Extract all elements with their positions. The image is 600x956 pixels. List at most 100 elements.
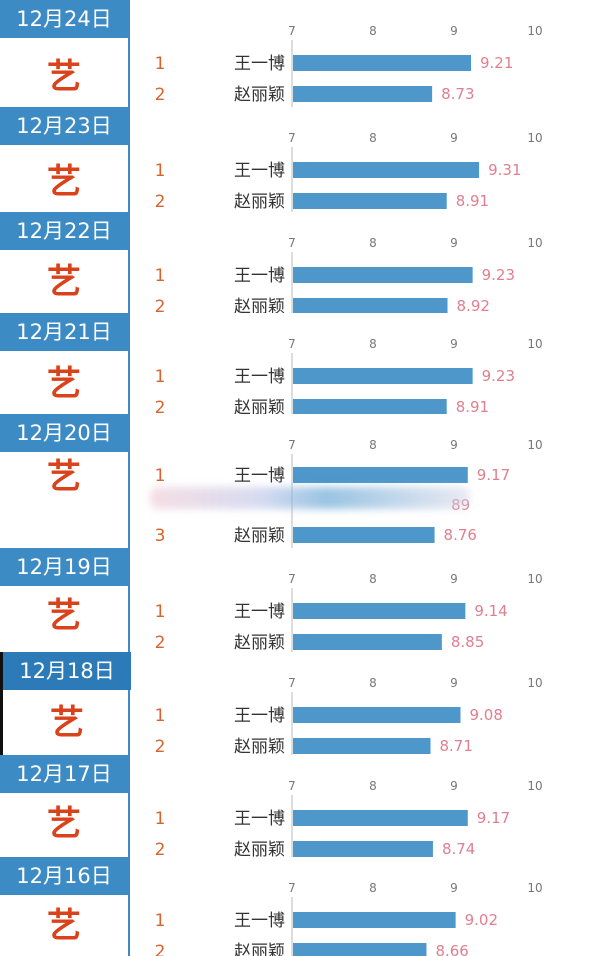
bar-chart: 7 8 9 10 1 王一博 9.14 2 赵丽颖 8.85 xyxy=(155,572,543,652)
name-label: 王一博 xyxy=(234,266,285,286)
rank-number: 2 xyxy=(155,297,166,313)
date-tab: 12月23日 xyxy=(0,107,128,145)
value-label: 9.31 xyxy=(488,161,521,179)
rank-number: 1 xyxy=(155,706,166,726)
x-tick-label: 8 xyxy=(369,572,377,586)
x-tick-label: 9 xyxy=(450,779,458,793)
x-tick-label: 8 xyxy=(369,337,377,351)
name-label: 王一博 xyxy=(234,809,285,829)
date-tab: 12月18日 xyxy=(3,652,131,690)
chart-panel: 12月17日艺 7 8 9 10 1 王一博 9.17 2 赵丽颖 8.74 xyxy=(0,755,600,857)
bar xyxy=(293,467,468,483)
chart-panel: 12月18日艺 7 8 9 10 1 王一博 9.08 2 赵丽颖 8.71 xyxy=(0,652,600,755)
value-label: 9.17 xyxy=(477,466,510,484)
value-label: 9.02 xyxy=(465,911,498,929)
category-label: 艺 xyxy=(47,162,81,202)
x-tick-label: 8 xyxy=(369,676,377,690)
name-label: 王一博 xyxy=(234,161,285,181)
bar xyxy=(293,707,461,723)
value-label: 9.23 xyxy=(482,266,515,284)
rank-number: 1 xyxy=(155,266,166,286)
x-tick-label: 7 xyxy=(288,337,296,351)
x-tick-label: 9 xyxy=(450,881,458,895)
x-tick-label: 10 xyxy=(527,572,542,586)
rank-number: 2 xyxy=(155,942,166,956)
rank-number: 3 xyxy=(155,526,166,546)
name-label: 赵丽颖 xyxy=(234,297,285,313)
bar xyxy=(293,810,468,826)
bar-chart: 7 8 9 10 1 王一博 9.31 2 赵丽颖 8.91 xyxy=(155,131,543,212)
bar xyxy=(293,267,473,283)
x-tick-label: 7 xyxy=(288,572,296,586)
value-label: 8.76 xyxy=(444,526,477,544)
x-tick-label: 7 xyxy=(288,236,296,250)
x-tick-label: 10 xyxy=(527,236,542,250)
bar xyxy=(293,912,456,928)
bar-chart: 7 8 9 10 1 王一博 9.21 2 赵丽颖 8.73 xyxy=(155,24,543,107)
category-label: 艺 xyxy=(47,57,81,97)
rank-number: 2 xyxy=(155,840,166,857)
value-label: 8.71 xyxy=(440,737,473,755)
name-label: 赵丽颖 xyxy=(234,192,285,212)
value-label: 8.74 xyxy=(442,840,475,857)
x-tick-label: 9 xyxy=(450,131,458,145)
chart-panel: 12月21日艺 7 8 9 10 1 王一博 9.23 2 赵丽颖 8.91 xyxy=(0,313,600,414)
value-label: 9.14 xyxy=(474,602,507,620)
x-tick-label: 9 xyxy=(450,676,458,690)
date-tab: 12月20日 xyxy=(0,414,128,452)
category-label: 艺 xyxy=(50,703,84,743)
value-label: 8.92 xyxy=(457,297,490,313)
rank-number: 1 xyxy=(155,602,166,622)
name-label: 赵丽颖 xyxy=(234,633,285,652)
bar xyxy=(293,162,480,178)
panel-side: 12月17日艺 xyxy=(0,755,130,857)
name-label: 王一博 xyxy=(234,54,285,74)
bar xyxy=(293,634,442,650)
chart-panel: 12月24日艺 7 8 9 10 1 王一博 9.21 2 赵丽颖 8.73 xyxy=(0,0,600,107)
bar xyxy=(293,399,447,414)
panel-side: 12月21日艺 xyxy=(0,313,130,414)
bar xyxy=(293,943,427,956)
rank-number: 2 xyxy=(155,737,166,755)
x-tick-label: 8 xyxy=(369,438,377,452)
date-tab: 12月16日 xyxy=(0,857,128,895)
value-label: 8.73 xyxy=(441,85,474,103)
name-label: 王一博 xyxy=(234,911,285,931)
panel-side: 12月19日艺 xyxy=(0,548,130,652)
bar xyxy=(293,841,433,857)
chart-panel: 12月22日艺 7 8 9 10 1 王一博 9.23 2 赵丽颖 8.92 xyxy=(0,212,600,313)
x-tick-label: 9 xyxy=(450,572,458,586)
rank-number: 2 xyxy=(155,192,166,212)
panel-side: 12月24日艺 xyxy=(0,0,130,107)
chart-panel: 12月19日艺 7 8 9 10 1 王一博 9.14 2 赵丽颖 8.85 xyxy=(0,548,600,652)
panel-side: 12月18日艺 xyxy=(0,652,131,755)
category-label: 艺 xyxy=(47,364,81,404)
name-label: 赵丽颖 xyxy=(234,840,285,857)
panel-side: 12月20日艺 xyxy=(0,414,130,548)
category-label: 艺 xyxy=(47,906,81,946)
date-tab: 12月24日 xyxy=(0,0,128,38)
rank-number: 1 xyxy=(155,161,166,181)
x-tick-label: 7 xyxy=(288,779,296,793)
value-label: 8.91 xyxy=(456,398,489,414)
value-label: 9.17 xyxy=(477,809,510,827)
name-label: 赵丽颖 xyxy=(234,398,285,414)
name-label: 赵丽颖 xyxy=(234,942,285,956)
x-tick-label: 7 xyxy=(288,676,296,690)
x-tick-label: 10 xyxy=(527,337,542,351)
bar-chart: 7 8 9 10 1 王一博 9.17 2 赵丽颖 8.74 xyxy=(155,779,543,857)
x-tick-label: 8 xyxy=(369,131,377,145)
x-tick-label: 8 xyxy=(369,236,377,250)
name-label: 赵丽颖 xyxy=(234,737,285,755)
panel-side: 12月22日艺 xyxy=(0,212,130,313)
x-tick-label: 9 xyxy=(450,337,458,351)
rank-number: 1 xyxy=(155,367,166,387)
value-label: 9.08 xyxy=(469,706,502,724)
panel-side: 12月23日艺 xyxy=(0,107,130,212)
name-label: 赵丽颖 xyxy=(234,526,285,546)
rank-number: 2 xyxy=(155,398,166,414)
value-label: 8.85 xyxy=(451,633,484,651)
bar xyxy=(293,86,433,102)
